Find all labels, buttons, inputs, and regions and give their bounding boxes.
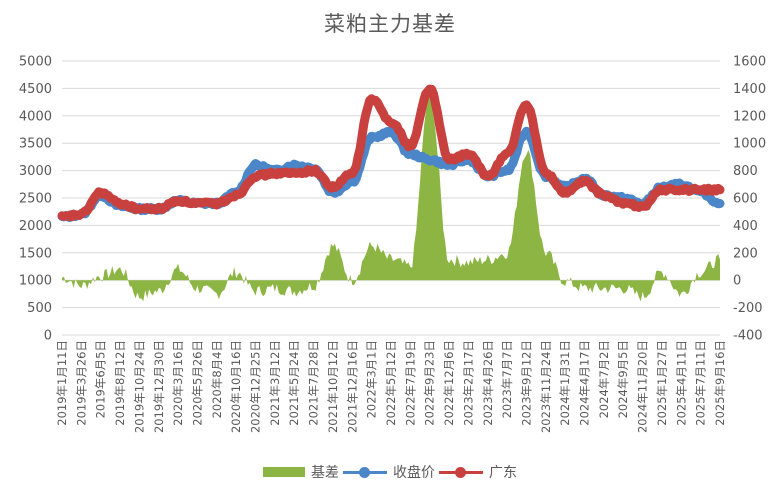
basis-area <box>62 90 720 302</box>
x-tick-label: 2025年4月11日 <box>674 340 688 426</box>
x-tick-label: 2025年7月11日 <box>694 340 708 426</box>
legend: 基差 收盘价 广东 <box>0 462 780 482</box>
x-tick-label: 2021年12月16日 <box>345 340 359 433</box>
x-tick-label: 2019年3月26日 <box>74 340 88 426</box>
y-tick-right: -200 <box>733 301 763 316</box>
y-tick-left: 2500 <box>19 192 52 207</box>
chart-title: 菜粕主力基差 <box>324 12 456 36</box>
line-marker-icon <box>343 466 387 478</box>
y-tick-left: 4500 <box>19 82 52 97</box>
y-tick-right: -400 <box>733 329 763 344</box>
x-tick-label: 2021年7月28日 <box>307 340 321 426</box>
x-tick-label: 2025年1月27日 <box>655 340 669 426</box>
y-tick-right: 1400 <box>733 82 766 97</box>
y-tick-right: 1200 <box>733 109 766 124</box>
legend-label: 基差 <box>311 465 339 481</box>
y-tick-left: 1000 <box>19 274 52 289</box>
x-tick-label: 2019年12月30日 <box>152 340 166 433</box>
y-tick-right: 200 <box>733 246 758 261</box>
x-tick-label: 2023年7月7日 <box>500 340 514 418</box>
y-tick-right: 800 <box>733 164 758 179</box>
y-tick-left: 3500 <box>19 137 52 152</box>
x-tick-label: 2020年8月4日 <box>210 340 224 418</box>
x-tick-label: 2024年11月20日 <box>636 340 650 433</box>
area-swatch-icon <box>263 467 305 477</box>
x-tick-label: 2023年11月24日 <box>539 340 553 433</box>
x-tick-label: 2019年10月24日 <box>132 340 146 433</box>
x-tick-label: 2019年1月11日 <box>55 340 69 426</box>
y-tick-left: 1500 <box>19 246 52 261</box>
y-tick-left: 4000 <box>19 109 52 124</box>
y-tick-right: 600 <box>733 192 758 207</box>
x-tick-label: 2020年12月25日 <box>249 340 263 433</box>
legend-item-close[interactable]: 收盘价 <box>343 462 435 482</box>
x-tick-label: 2022年9月23日 <box>423 340 437 426</box>
x-tick-label: 2022年7月19日 <box>403 340 417 426</box>
x-tick-label: 2022年3月1日 <box>365 340 379 418</box>
x-tick-label: 2021年5月24日 <box>287 340 301 426</box>
x-tick-label: 2024年4月17日 <box>578 340 592 426</box>
x-tick-label: 2025年9月16日 <box>713 340 727 426</box>
x-tick-label: 2019年8月12日 <box>113 340 127 426</box>
y-tick-left: 3000 <box>19 164 52 179</box>
x-tick-label: 2021年10月12日 <box>326 340 340 433</box>
x-tick-label: 2020年5月26日 <box>191 340 205 426</box>
y-tick-right: 0 <box>733 274 741 289</box>
legend-label: 广东 <box>489 465 517 481</box>
guangdong-price-line <box>57 84 725 222</box>
legend-label: 收盘价 <box>393 465 435 481</box>
x-tick-label: 2021年3月12日 <box>268 340 282 426</box>
x-tick-label: 2024年1月31日 <box>558 340 572 426</box>
x-tick-label: 2024年7月2日 <box>597 340 611 418</box>
y-tick-right: 1600 <box>733 55 766 70</box>
x-tick-label: 2020年10月16日 <box>229 340 243 433</box>
x-tick-label: 2023年9月12日 <box>520 340 534 426</box>
y-tick-right: 1000 <box>733 137 766 152</box>
y-tick-left: 0 <box>44 329 52 344</box>
y-tick-right: 400 <box>733 219 758 234</box>
x-tick-label: 2023年2月17日 <box>461 340 475 426</box>
y-tick-left: 500 <box>27 301 52 316</box>
line-marker-icon <box>439 466 483 478</box>
legend-item-guangdong[interactable]: 广东 <box>439 462 517 482</box>
x-tick-label: 2024年9月5日 <box>616 340 630 418</box>
y-tick-left: 2000 <box>19 219 52 234</box>
x-tick-label: 2022年5月12日 <box>384 340 398 426</box>
legend-item-basis[interactable]: 基差 <box>263 462 339 482</box>
x-tick-label: 2022年12月6日 <box>442 340 456 426</box>
x-tick-label: 2023年4月26日 <box>481 340 495 426</box>
y-tick-left: 5000 <box>19 55 52 70</box>
x-tick-label: 2020年3月16日 <box>171 340 185 426</box>
x-tick-label: 2019年6月5日 <box>94 340 108 418</box>
